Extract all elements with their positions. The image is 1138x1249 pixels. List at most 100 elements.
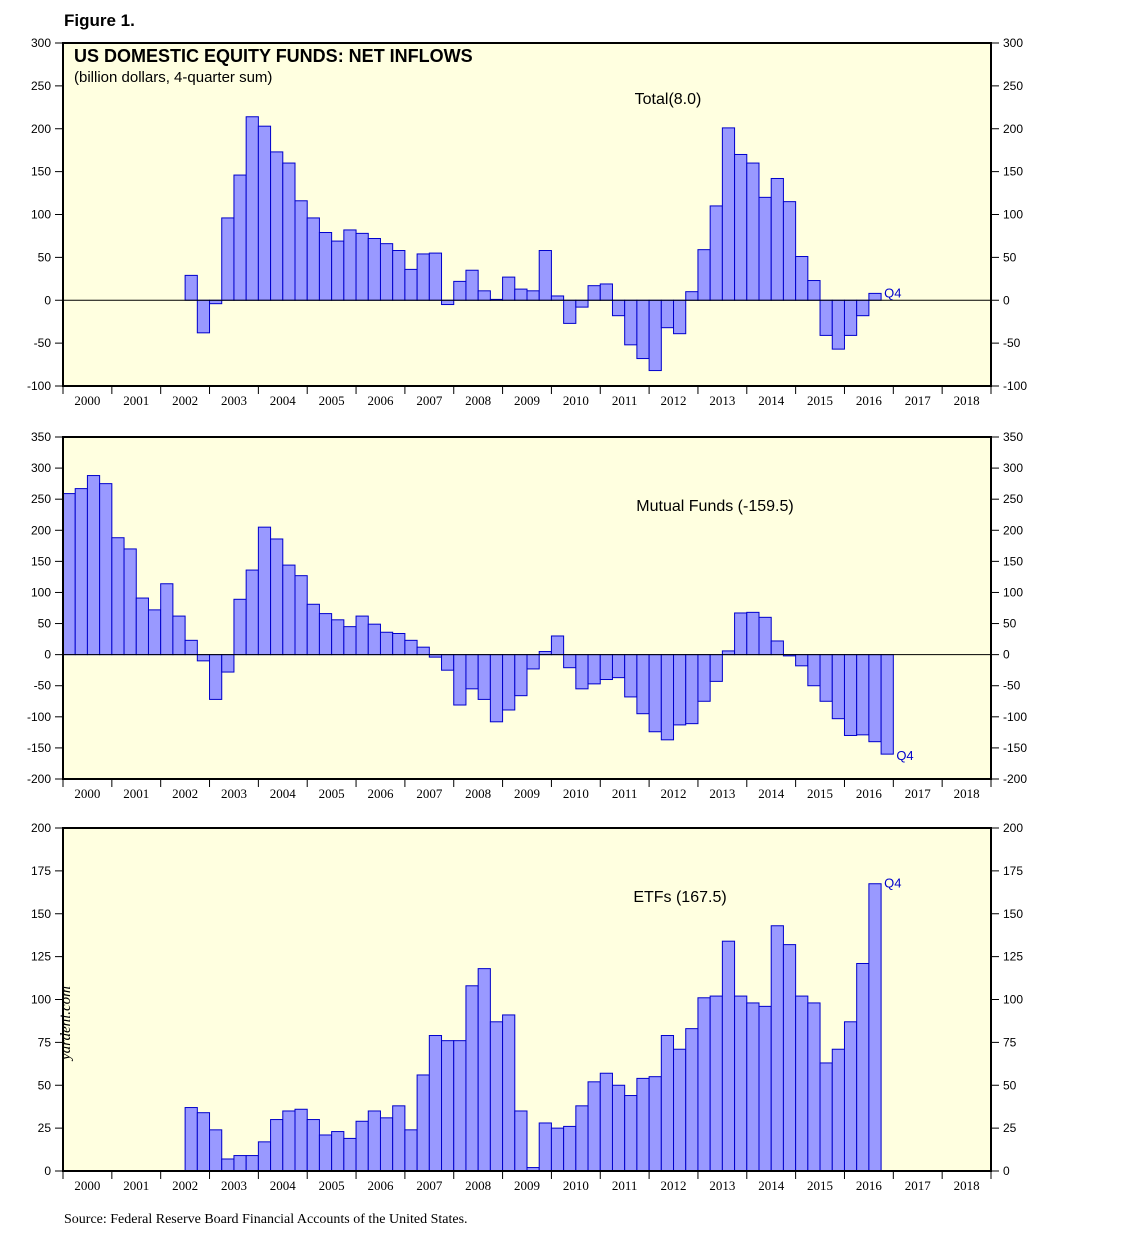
x-tick-label: 2010 bbox=[563, 786, 589, 801]
x-tick-label: 2008 bbox=[465, 393, 491, 408]
bar bbox=[245, 116, 259, 301]
bar bbox=[624, 1095, 638, 1172]
y-tick-label-left: 100 bbox=[31, 208, 51, 222]
y-tick-label-left: 300 bbox=[31, 36, 51, 50]
y-tick-label-right: 150 bbox=[1003, 165, 1023, 179]
y-tick-label-left: 200 bbox=[31, 821, 51, 835]
watermark: yardeni.com bbox=[58, 985, 74, 1060]
bar bbox=[502, 654, 516, 711]
bar bbox=[868, 292, 882, 301]
y-tick-label-right: 200 bbox=[1003, 122, 1023, 136]
bar bbox=[331, 1131, 345, 1172]
bar bbox=[660, 654, 675, 741]
y-tick-label-left: 250 bbox=[31, 79, 51, 93]
x-tick-label: 2004 bbox=[270, 393, 297, 408]
bar bbox=[160, 583, 174, 656]
bar bbox=[294, 200, 308, 301]
bar bbox=[526, 654, 540, 670]
x-tick-label: 2005 bbox=[319, 393, 345, 408]
x-tick-label: 2006 bbox=[367, 393, 394, 408]
bar bbox=[257, 125, 272, 301]
bar bbox=[624, 299, 638, 346]
y-tick-label-left: 50 bbox=[38, 617, 52, 631]
x-tick-label: 2007 bbox=[416, 1178, 443, 1193]
x-tick-label: 2011 bbox=[612, 393, 638, 408]
x-tick-label: 2002 bbox=[172, 1178, 198, 1193]
x-tick-label: 2007 bbox=[416, 393, 443, 408]
bar bbox=[856, 299, 870, 317]
bar bbox=[746, 611, 760, 656]
x-tick-label: 2015 bbox=[807, 393, 833, 408]
bar bbox=[538, 250, 552, 301]
x-tick-label: 2000 bbox=[74, 393, 100, 408]
x-tick-label: 2017 bbox=[905, 786, 932, 801]
x-tick-label: 2014 bbox=[758, 393, 785, 408]
bar bbox=[233, 1155, 247, 1172]
bar bbox=[489, 1021, 504, 1172]
bar bbox=[62, 493, 76, 656]
end-quarter-label: Q4 bbox=[884, 876, 901, 891]
bar bbox=[575, 299, 589, 308]
bar bbox=[331, 619, 345, 656]
x-tick-label: 2007 bbox=[416, 786, 443, 801]
bar bbox=[196, 1112, 211, 1172]
bar bbox=[331, 240, 345, 301]
chart-title: US DOMESTIC EQUITY FUNDS: NET INFLOWS bbox=[74, 46, 473, 66]
bar bbox=[355, 232, 369, 301]
bar bbox=[221, 654, 235, 673]
bar bbox=[477, 290, 491, 301]
x-tick-label: 2017 bbox=[905, 1178, 932, 1193]
bar bbox=[648, 654, 662, 733]
bar bbox=[135, 597, 149, 656]
y-tick-label-right: 150 bbox=[1003, 554, 1023, 568]
bar bbox=[392, 1105, 406, 1172]
bar bbox=[563, 1125, 577, 1172]
bar bbox=[831, 299, 845, 350]
bar bbox=[819, 1062, 833, 1172]
y-tick-label-right: 350 bbox=[1003, 430, 1023, 444]
bar bbox=[209, 299, 223, 305]
x-tick-label: 2018 bbox=[954, 786, 980, 801]
bar bbox=[734, 612, 748, 656]
x-tick-label: 2000 bbox=[74, 1178, 100, 1193]
x-tick-label: 2016 bbox=[856, 393, 883, 408]
bar bbox=[441, 299, 455, 306]
bar bbox=[746, 162, 760, 301]
bar bbox=[587, 285, 601, 301]
bar bbox=[563, 654, 577, 669]
x-tick-label: 2015 bbox=[807, 1178, 833, 1193]
x-tick-label: 2014 bbox=[758, 786, 785, 801]
y-tick-label-left: 200 bbox=[31, 523, 51, 537]
y-tick-label-left: 100 bbox=[31, 993, 51, 1007]
x-tick-label: 2006 bbox=[367, 786, 394, 801]
bar bbox=[245, 569, 259, 656]
bar bbox=[196, 654, 211, 662]
x-tick-label: 2012 bbox=[661, 1178, 687, 1193]
bar bbox=[734, 995, 748, 1172]
bar bbox=[758, 1005, 772, 1172]
bar bbox=[465, 269, 479, 301]
y-tick-label-right: 200 bbox=[1003, 821, 1023, 835]
bar bbox=[856, 962, 870, 1172]
bar bbox=[465, 654, 479, 690]
bar bbox=[270, 151, 284, 301]
bar bbox=[282, 564, 296, 656]
bar bbox=[685, 654, 699, 725]
bar bbox=[611, 1084, 626, 1172]
end-quarter-label: Q4 bbox=[884, 285, 901, 300]
x-tick-label: 2013 bbox=[709, 1178, 735, 1193]
bar bbox=[758, 196, 772, 301]
bar bbox=[880, 654, 894, 755]
bar bbox=[379, 243, 394, 301]
bar bbox=[428, 1035, 443, 1172]
y-tick-label-left: 0 bbox=[44, 293, 51, 307]
bar bbox=[502, 1014, 516, 1172]
bar bbox=[270, 1119, 284, 1172]
bar bbox=[355, 615, 369, 656]
bar bbox=[611, 654, 626, 679]
y-tick-label-left: 50 bbox=[38, 250, 52, 264]
bar bbox=[416, 646, 430, 656]
y-tick-label-right: -100 bbox=[1003, 710, 1027, 724]
bar bbox=[74, 488, 88, 656]
x-tick-label: 2013 bbox=[709, 786, 735, 801]
